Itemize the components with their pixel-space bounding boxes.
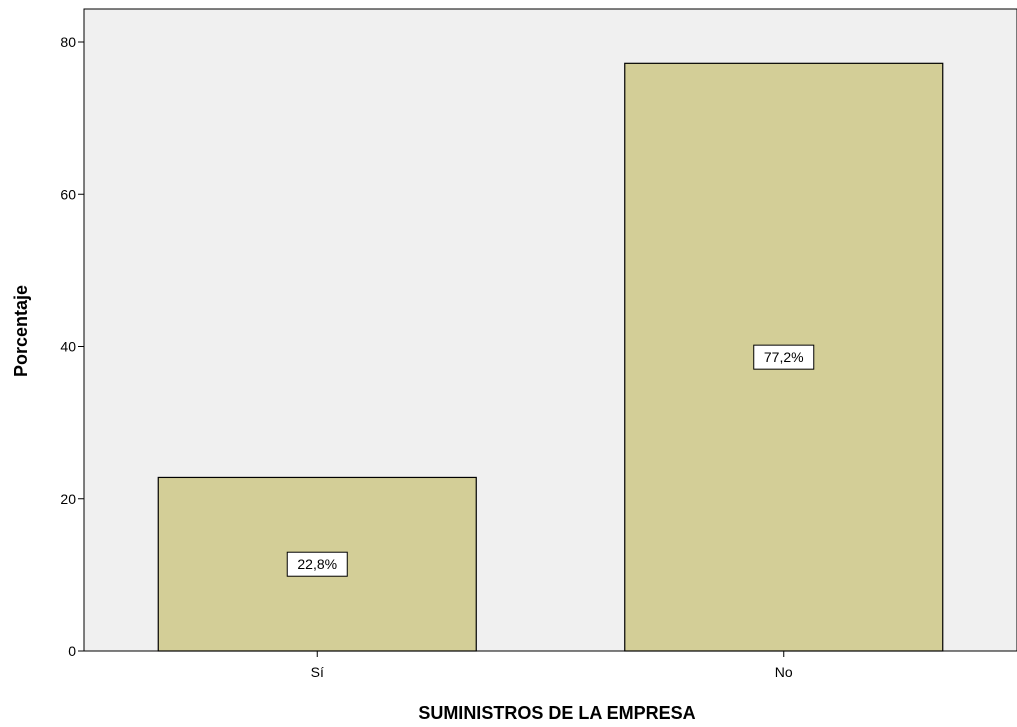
x-tick-label-1: No [775, 664, 793, 680]
x-axis: Sí No [84, 650, 1017, 680]
data-label-box-1 [753, 344, 815, 370]
y-tick-label-0: 0 [68, 643, 76, 659]
bars-group: 22,8% 77,2% [157, 62, 944, 652]
data-label-0: 22,8% [297, 556, 337, 572]
y-tick-label-40: 40 [60, 339, 76, 355]
y-tick-label-60: 60 [60, 186, 76, 202]
data-label-box-0 [286, 551, 348, 577]
data-label-1: 77,2% [764, 349, 804, 365]
y-tick-label-80: 80 [60, 34, 76, 50]
x-tick-label-0: Sí [311, 664, 324, 680]
y-axis-title: Porcentaje [11, 285, 31, 377]
y-axis: 0 20 40 60 80 [60, 9, 85, 659]
y-tick-label-20: 20 [60, 491, 76, 507]
x-axis-title: SUMINISTROS DE LA EMPRESA [418, 703, 695, 723]
